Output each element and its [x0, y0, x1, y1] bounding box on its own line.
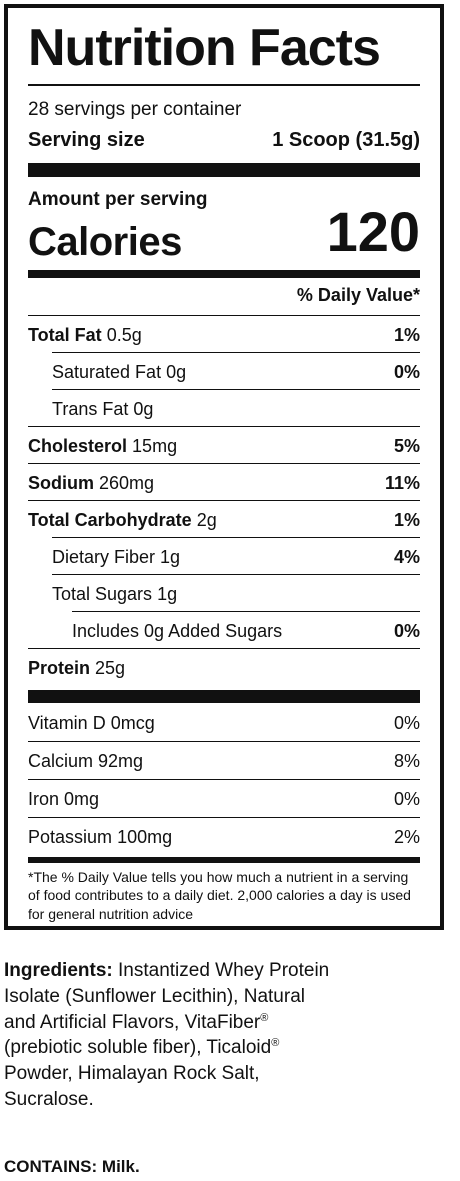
vitamin-amount: 92mg: [98, 751, 144, 771]
ingredients-text: Instantized Whey Protein Isolate (Sunflo…: [4, 960, 330, 1033]
nutrient-amount: 25g: [95, 658, 126, 678]
nutrient-dv: 0%: [393, 621, 420, 641]
vitamin-amount: 0mcg: [110, 713, 155, 733]
nutrient-name: Total Carbohydrate: [28, 510, 192, 530]
vitamin-dv: 0%: [393, 789, 420, 809]
nutrient-amount: 0.5g: [106, 325, 142, 345]
medium-divider: [28, 857, 420, 863]
vitamin-row: Iron 0mg 0%: [28, 779, 420, 816]
daily-value-footnote: *The % Daily Value tells you how much a …: [28, 869, 411, 922]
nutrient-name: Dietary Fiber: [52, 547, 156, 567]
ingredients-text: Powder, Himalayan Rock Salt, Sucralose.: [4, 1063, 260, 1111]
divider: [28, 84, 420, 86]
nutrient-row: Protein 25g: [28, 648, 420, 685]
vitamin-amount: 100mg: [117, 827, 173, 847]
vitamin-name: Iron: [28, 789, 60, 809]
vitamin-name: Potassium: [28, 827, 113, 847]
nutrient-amount: 260mg: [99, 473, 155, 493]
nutrient-name: Includes 0g Added Sugars: [72, 621, 283, 641]
serving-size-label: Serving size: [28, 129, 145, 151]
ingredients-text: (prebiotic soluble fiber), Ticaloid: [4, 1037, 272, 1059]
nutrient-amount: 0g: [166, 362, 187, 382]
servings-per-container: 28 servings per container: [28, 99, 242, 120]
nutrient-row: Sodium 260mg 11%: [28, 463, 420, 500]
serving-size-value: 1 Scoop (31.5g): [272, 129, 420, 151]
calories-label: Calories: [28, 220, 182, 264]
nutrient-dv: 5%: [393, 436, 420, 456]
allergen-statement: CONTAINS: Milk.: [4, 1158, 140, 1175]
nutrient-row: Total Fat 0.5g 1%: [28, 315, 420, 352]
nutrient-name: Trans Fat: [52, 399, 129, 419]
vitamin-row: Vitamin D 0mcg 0%: [28, 703, 420, 740]
nutrient-row: Saturated Fat 0g 0%: [28, 352, 420, 389]
nutrient-row: Total Carbohydrate 2g 1%: [28, 500, 420, 537]
nutrient-row: Cholesterol 15mg 5%: [28, 426, 420, 463]
nutrient-amount: 2g: [196, 510, 217, 530]
nutrient-amount: 0g: [133, 399, 154, 419]
ingredients-statement: Ingredients: Instantized Whey Protein Is…: [4, 958, 334, 1113]
nutrient-name: Sodium: [28, 473, 94, 493]
nutrient-amount: 1g: [157, 584, 178, 604]
nutrient-row: Dietary Fiber 1g 4%: [28, 537, 420, 574]
nutrient-name: Saturated Fat: [52, 362, 162, 382]
nutrient-dv: 1%: [393, 325, 420, 345]
nutrient-dv: 1%: [393, 510, 420, 530]
amount-per-serving: Amount per serving: [28, 189, 208, 210]
nutrition-facts-panel: Nutrition Facts 28 servings per containe…: [4, 4, 444, 930]
nutrient-name: Protein: [28, 658, 91, 678]
vitamin-name: Vitamin D: [28, 713, 106, 733]
vitamin-amount: 0mg: [64, 789, 100, 809]
nutrient-row: Includes 0g Added Sugars 0%: [28, 611, 420, 648]
panel-title: Nutrition Facts: [28, 19, 381, 77]
nutrient-dv: 11%: [384, 473, 420, 493]
nutrient-name: Cholesterol: [28, 436, 128, 456]
serving-size-row: Serving size 1 Scoop (31.5g): [28, 130, 420, 150]
vitamin-dv: 8%: [393, 751, 420, 771]
contains-value: Milk.: [97, 1157, 140, 1176]
nutrient-dv: 4%: [393, 547, 420, 567]
medium-divider: [28, 270, 420, 278]
registered-mark: ®: [260, 1011, 269, 1024]
thick-divider: [28, 163, 420, 177]
vitamin-name: Calcium: [28, 751, 94, 771]
nutrient-amount: 1g: [160, 547, 181, 567]
nutrient-amount: 15mg: [132, 436, 178, 456]
vitamin-row: Potassium 100mg 2%: [28, 817, 420, 854]
registered-mark: ®: [271, 1037, 280, 1050]
nutrient-row: Trans Fat 0g: [28, 389, 420, 426]
nutrient-dv: 0%: [393, 362, 420, 382]
nutrient-name: Total Fat: [28, 325, 102, 345]
vitamin-dv: 0%: [393, 713, 420, 733]
nutrient-name: Total Sugars: [52, 584, 153, 604]
daily-value-header: % Daily Value*: [296, 285, 420, 305]
contains-label: CONTAINS:: [4, 1157, 98, 1176]
ingredients-label: Ingredients:: [4, 960, 113, 981]
thick-divider: [28, 690, 420, 703]
nutrient-row: Total Sugars 1g: [28, 574, 420, 611]
vitamin-row: Calcium 92mg 8%: [28, 741, 420, 778]
calories-value: 120: [326, 200, 420, 263]
vitamin-dv: 2%: [393, 827, 420, 847]
